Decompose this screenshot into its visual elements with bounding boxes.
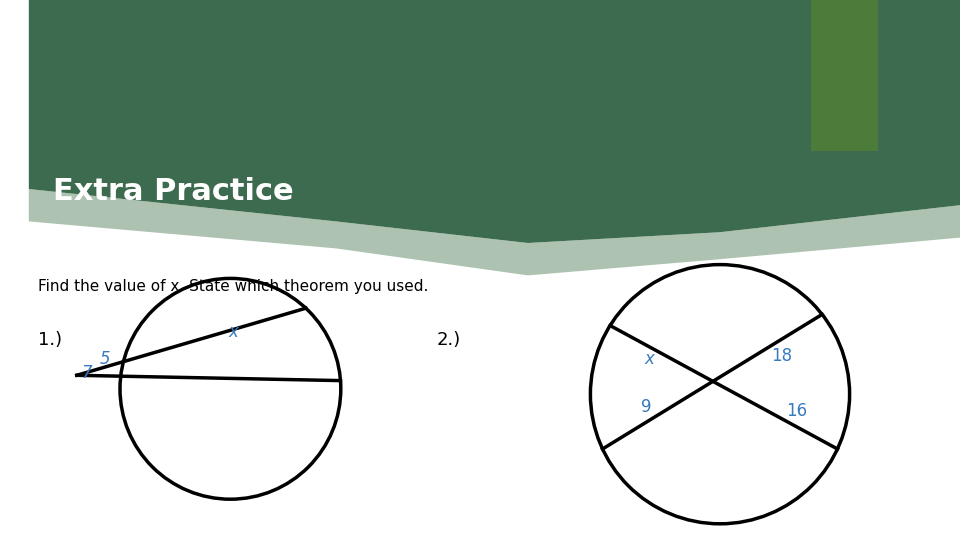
Text: 5: 5 <box>100 350 110 368</box>
Polygon shape <box>29 189 960 275</box>
Text: 2.): 2.) <box>437 331 461 349</box>
Text: 1.): 1.) <box>38 331 62 349</box>
Text: $x$: $x$ <box>228 323 240 341</box>
Text: 7: 7 <box>82 364 92 382</box>
Text: $x$: $x$ <box>644 350 657 368</box>
Text: Extra Practice: Extra Practice <box>53 177 294 206</box>
FancyBboxPatch shape <box>811 0 878 151</box>
Polygon shape <box>29 0 960 243</box>
Text: 16: 16 <box>785 402 806 420</box>
Text: 9: 9 <box>641 398 652 416</box>
Text: 18: 18 <box>771 347 792 365</box>
Text: Find the value of x. State which theorem you used.: Find the value of x. State which theorem… <box>38 279 429 294</box>
